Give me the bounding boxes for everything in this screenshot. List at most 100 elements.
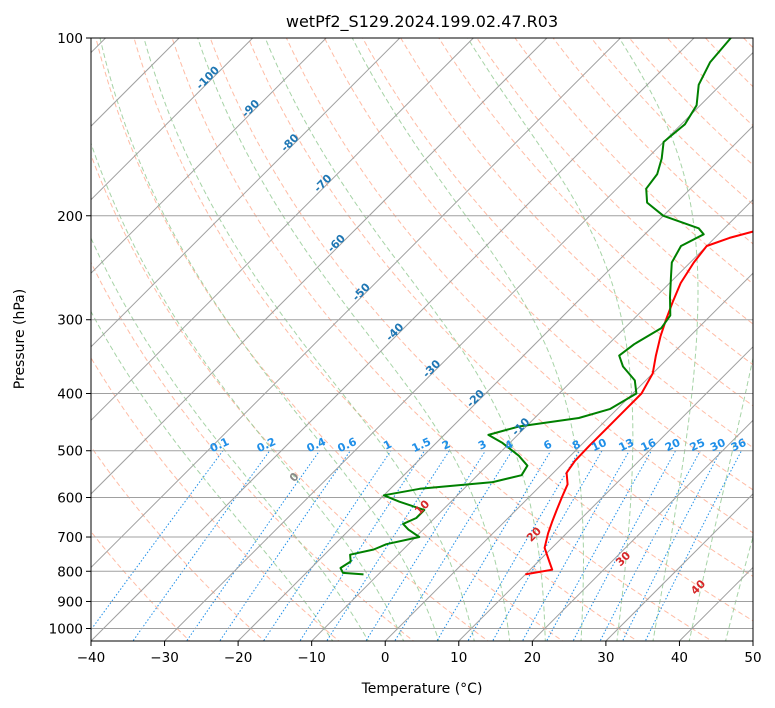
x-tick-label: 50 xyxy=(744,650,761,666)
isotherm xyxy=(458,346,753,641)
chart-title: wetPf2_S129.2024.199.02.47.R03 xyxy=(286,12,558,32)
moist-adiabat xyxy=(99,38,440,641)
mixing-ratio-line xyxy=(599,450,701,641)
mixing-ratio-label: 0.1 xyxy=(208,435,231,455)
dry-adiabat xyxy=(666,38,753,127)
mixing-ratio-label: 0.4 xyxy=(305,435,328,455)
isotherm xyxy=(91,38,327,274)
dry-adiabat xyxy=(171,38,713,641)
background-lines xyxy=(91,25,775,644)
y-tick-label: 600 xyxy=(57,490,83,506)
y-tick-label: 900 xyxy=(57,594,83,610)
isotherm xyxy=(679,566,753,641)
mixing-ratio-label: 13 xyxy=(617,436,636,454)
moist-adiabat-label: 40 xyxy=(688,577,708,597)
isotherm xyxy=(605,493,753,641)
mixing-ratio-label: 30 xyxy=(708,436,728,454)
x-tick-label: 20 xyxy=(524,650,541,666)
dry-adiabat xyxy=(91,153,489,641)
mixing-ratio-line xyxy=(91,450,224,631)
isotherm xyxy=(311,198,753,641)
mixing-ratio-line xyxy=(219,450,351,641)
moist-adiabat xyxy=(91,141,405,641)
x-tick-label: −10 xyxy=(297,650,326,666)
y-tick-label: 100 xyxy=(57,31,83,47)
mixing-ratio-label: 36 xyxy=(729,436,749,454)
isotherm-label: -30 xyxy=(420,357,443,380)
mixing-ratio-line xyxy=(394,450,513,641)
mixing-ratio-label: 20 xyxy=(663,436,683,454)
dry-adiabat xyxy=(285,38,753,534)
isotherm xyxy=(91,38,474,422)
isotherm xyxy=(752,640,753,641)
series-lines xyxy=(339,38,753,576)
dry-adiabat xyxy=(590,38,753,205)
mixing-ratio-label: 16 xyxy=(639,436,659,454)
moist-adiabat xyxy=(143,38,475,641)
moist-adiabat-label: 0 xyxy=(287,470,302,485)
y-tick-label: 300 xyxy=(57,313,83,329)
y-tick-label: 200 xyxy=(57,209,83,225)
dry-adiabat xyxy=(91,261,415,641)
x-tick-label: 10 xyxy=(450,650,467,666)
dry-adiabat xyxy=(95,38,564,641)
isotherm xyxy=(237,125,753,641)
isotherm xyxy=(91,38,695,641)
mixing-ratio-label: 1.5 xyxy=(410,435,433,455)
isotherm xyxy=(91,38,548,495)
moist-adiabat xyxy=(91,236,369,641)
y-axis-label: Pressure (hPa) xyxy=(12,289,28,389)
moist-adiabat-label: 30 xyxy=(613,549,633,569)
dewpoint-line xyxy=(339,38,732,576)
mixing-ratio-label: 0.6 xyxy=(336,435,359,455)
isotherm-label: -40 xyxy=(383,320,406,343)
mixing-ratio-line xyxy=(185,450,321,641)
isotherm-label: -90 xyxy=(239,97,262,120)
moist-adiabat xyxy=(91,310,334,641)
mixing-ratio-line xyxy=(436,450,552,641)
y-tick-label: 400 xyxy=(57,387,83,403)
mixing-ratio-line xyxy=(262,450,392,641)
x-tick-label: 40 xyxy=(671,650,688,666)
isotherm xyxy=(91,38,621,569)
dry-adiabat xyxy=(552,38,753,245)
dry-adiabat xyxy=(704,38,753,88)
temperature-line xyxy=(525,230,753,576)
isotherm xyxy=(91,38,401,348)
x-tick-label: 0 xyxy=(381,650,390,666)
isotherm-label: -50 xyxy=(350,280,373,303)
x-tick-label: −40 xyxy=(77,650,106,666)
moist-adiabat-label: 20 xyxy=(524,524,544,544)
mixing-ratio-label: 25 xyxy=(688,436,707,454)
isotherm-label: -80 xyxy=(278,131,301,154)
dry-adiabat xyxy=(438,38,753,366)
dry-adiabat xyxy=(323,38,753,491)
moist-adiabat-label: 10 xyxy=(412,497,432,517)
dry-adiabat xyxy=(247,38,753,577)
axes: −40 −30 −20 −10 0 10 20 30 40 5010009008007006005… xyxy=(49,31,762,666)
dry-adiabat xyxy=(91,445,265,641)
dry-adiabat xyxy=(769,25,775,644)
mixing-ratio-line xyxy=(572,450,677,641)
dry-adiabat xyxy=(400,38,753,407)
isotherm xyxy=(384,272,753,641)
mixing-ratio-line xyxy=(467,450,580,641)
y-tick-label: 1000 xyxy=(49,621,83,637)
isotherm-label: -60 xyxy=(325,232,348,255)
moist-adiabat xyxy=(351,38,584,641)
y-tick-label: 700 xyxy=(57,530,83,546)
moist-adiabat xyxy=(688,355,753,641)
y-tick-label: 800 xyxy=(57,564,83,580)
mixing-ratio-line xyxy=(299,450,426,641)
mixing-ratio-line xyxy=(326,450,450,641)
x-tick-label: −20 xyxy=(224,650,253,666)
isotherm xyxy=(164,51,753,641)
mixing-ratio-line xyxy=(622,450,722,641)
mixing-ratio-line xyxy=(365,450,486,641)
y-tick-label: 500 xyxy=(57,444,83,460)
x-axis-label: Temperature (°C) xyxy=(361,681,483,697)
dry-adiabat xyxy=(362,38,753,449)
mixing-ratio-line xyxy=(644,450,742,641)
plot-frame xyxy=(90,37,754,642)
